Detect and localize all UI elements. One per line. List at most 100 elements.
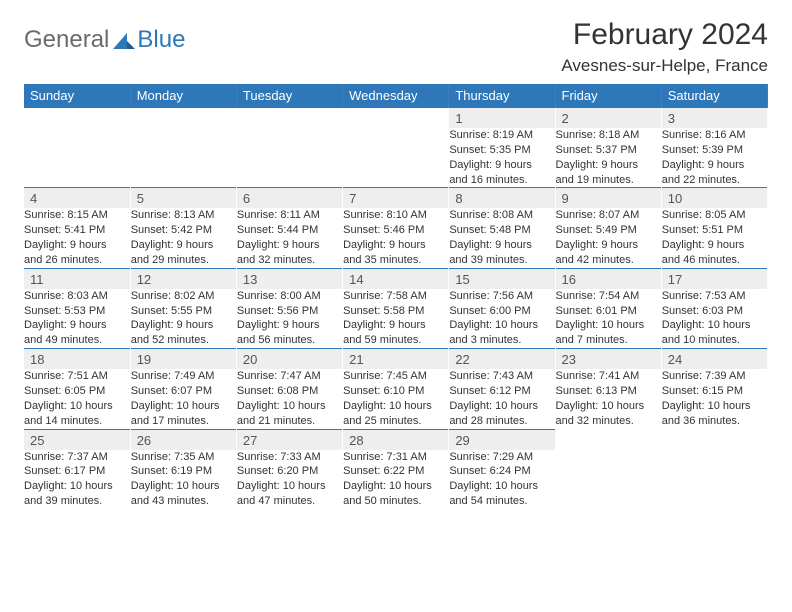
day-content-cell: Sunrise: 8:07 AMSunset: 5:49 PMDaylight:… <box>555 208 661 268</box>
day-d1: Daylight: 9 hours <box>343 238 448 253</box>
day-number: 22 <box>449 349 554 369</box>
day-d2: and 16 minutes. <box>449 173 554 188</box>
day-d1: Daylight: 10 hours <box>24 399 130 414</box>
day-content-cell <box>24 128 130 188</box>
day-content-cell: Sunrise: 8:15 AMSunset: 5:41 PMDaylight:… <box>24 208 130 268</box>
day-content-cell: Sunrise: 7:35 AMSunset: 6:19 PMDaylight:… <box>130 450 236 509</box>
brand-logo: General Blue <box>24 26 185 54</box>
day-d1: Daylight: 9 hours <box>131 238 236 253</box>
day-number: 21 <box>343 349 448 369</box>
day-ss: Sunset: 5:39 PM <box>662 143 767 158</box>
logo-triangle-icon <box>113 31 135 51</box>
day-sr: Sunrise: 8:02 AM <box>131 289 236 304</box>
day-sr: Sunrise: 7:51 AM <box>24 369 130 384</box>
day-d2: and 39 minutes. <box>449 253 554 268</box>
day-number: 20 <box>237 349 342 369</box>
day-sr: Sunrise: 7:29 AM <box>449 450 554 465</box>
day-ss: Sunset: 6:05 PM <box>24 384 130 399</box>
day-number: 1 <box>449 108 554 128</box>
location-subtitle: Avesnes-sur-Helpe, France <box>561 56 768 76</box>
day-number: 29 <box>449 430 554 450</box>
day-sr: Sunrise: 7:43 AM <box>449 369 554 384</box>
day-content-cell <box>130 128 236 188</box>
day-ss: Sunset: 6:13 PM <box>556 384 661 399</box>
day-number: 11 <box>24 269 130 289</box>
day-ss: Sunset: 6:03 PM <box>662 304 767 319</box>
title-block: February 2024 Avesnes-sur-Helpe, France <box>561 18 768 76</box>
day-number-cell: 22 <box>449 349 555 370</box>
day-number-cell: 14 <box>343 268 449 289</box>
day-sr: Sunrise: 7:53 AM <box>662 289 767 304</box>
day-d2: and 47 minutes. <box>237 494 342 509</box>
day-d1: Daylight: 10 hours <box>556 318 661 333</box>
day-number-cell <box>343 108 449 129</box>
day-sr: Sunrise: 8:10 AM <box>343 208 448 223</box>
day-content-cell: Sunrise: 7:47 AMSunset: 6:08 PMDaylight:… <box>236 369 342 429</box>
day-number-cell: 19 <box>130 349 236 370</box>
day-d2: and 49 minutes. <box>24 333 130 348</box>
day-ss: Sunset: 5:51 PM <box>662 223 767 238</box>
day-number-cell: 17 <box>661 268 767 289</box>
day-number-cell: 5 <box>130 188 236 209</box>
day-d1: Daylight: 10 hours <box>449 399 554 414</box>
day-number-cell: 10 <box>661 188 767 209</box>
day-d1: Daylight: 9 hours <box>237 238 342 253</box>
day-number-cell: 26 <box>130 429 236 450</box>
day-d1: Daylight: 9 hours <box>24 318 130 333</box>
day-d1: Daylight: 10 hours <box>343 399 448 414</box>
day-number: 7 <box>343 188 448 208</box>
day-sr: Sunrise: 7:35 AM <box>131 450 236 465</box>
daynum-row: 45678910 <box>24 188 768 209</box>
day-number-cell: 15 <box>449 268 555 289</box>
day-number: 24 <box>662 349 767 369</box>
day-content-cell: Sunrise: 8:08 AMSunset: 5:48 PMDaylight:… <box>449 208 555 268</box>
day-ss: Sunset: 6:07 PM <box>131 384 236 399</box>
day-d1: Daylight: 10 hours <box>662 318 767 333</box>
logo-text-blue: Blue <box>137 26 185 54</box>
day-sr: Sunrise: 7:45 AM <box>343 369 448 384</box>
day-number: 3 <box>662 108 767 128</box>
day-d1: Daylight: 10 hours <box>131 399 236 414</box>
day-number-cell: 12 <box>130 268 236 289</box>
day-sr: Sunrise: 7:58 AM <box>343 289 448 304</box>
day-ss: Sunset: 6:01 PM <box>556 304 661 319</box>
day-content-cell: Sunrise: 7:33 AMSunset: 6:20 PMDaylight:… <box>236 450 342 509</box>
day-number-cell: 25 <box>24 429 130 450</box>
day-d1: Daylight: 10 hours <box>449 318 554 333</box>
day-number: 13 <box>237 269 342 289</box>
day-number-cell: 20 <box>236 349 342 370</box>
day-number: 8 <box>449 188 554 208</box>
day-sr: Sunrise: 8:18 AM <box>556 128 661 143</box>
day-ss: Sunset: 6:08 PM <box>237 384 342 399</box>
day-d2: and 35 minutes. <box>343 253 448 268</box>
daynum-row: 123 <box>24 108 768 129</box>
day-ss: Sunset: 5:55 PM <box>131 304 236 319</box>
day-sr: Sunrise: 7:54 AM <box>556 289 661 304</box>
day-d2: and 17 minutes. <box>131 414 236 429</box>
day-sr: Sunrise: 7:39 AM <box>662 369 767 384</box>
day-ss: Sunset: 6:20 PM <box>237 464 342 479</box>
day-content-row: Sunrise: 8:15 AMSunset: 5:41 PMDaylight:… <box>24 208 768 268</box>
day-number-cell <box>24 108 130 129</box>
daynum-row: 2526272829 <box>24 429 768 450</box>
daynum-row: 11121314151617 <box>24 268 768 289</box>
day-number-cell <box>555 429 661 450</box>
weekday-header: Wednesday <box>343 84 449 108</box>
day-content-row: Sunrise: 7:37 AMSunset: 6:17 PMDaylight:… <box>24 450 768 509</box>
day-sr: Sunrise: 7:56 AM <box>449 289 554 304</box>
day-content-cell: Sunrise: 8:05 AMSunset: 5:51 PMDaylight:… <box>661 208 767 268</box>
day-number: 18 <box>24 349 130 369</box>
day-sr: Sunrise: 8:11 AM <box>237 208 342 223</box>
daynum-row: 18192021222324 <box>24 349 768 370</box>
day-number: 17 <box>662 269 767 289</box>
day-sr: Sunrise: 8:19 AM <box>449 128 554 143</box>
day-number-cell: 21 <box>343 349 449 370</box>
day-ss: Sunset: 5:41 PM <box>24 223 130 238</box>
day-content-cell <box>236 128 342 188</box>
day-content-cell: Sunrise: 8:03 AMSunset: 5:53 PMDaylight:… <box>24 289 130 349</box>
day-content-cell: Sunrise: 7:37 AMSunset: 6:17 PMDaylight:… <box>24 450 130 509</box>
day-d1: Daylight: 10 hours <box>237 479 342 494</box>
day-ss: Sunset: 5:49 PM <box>556 223 661 238</box>
day-number: 9 <box>556 188 661 208</box>
day-number-cell: 7 <box>343 188 449 209</box>
